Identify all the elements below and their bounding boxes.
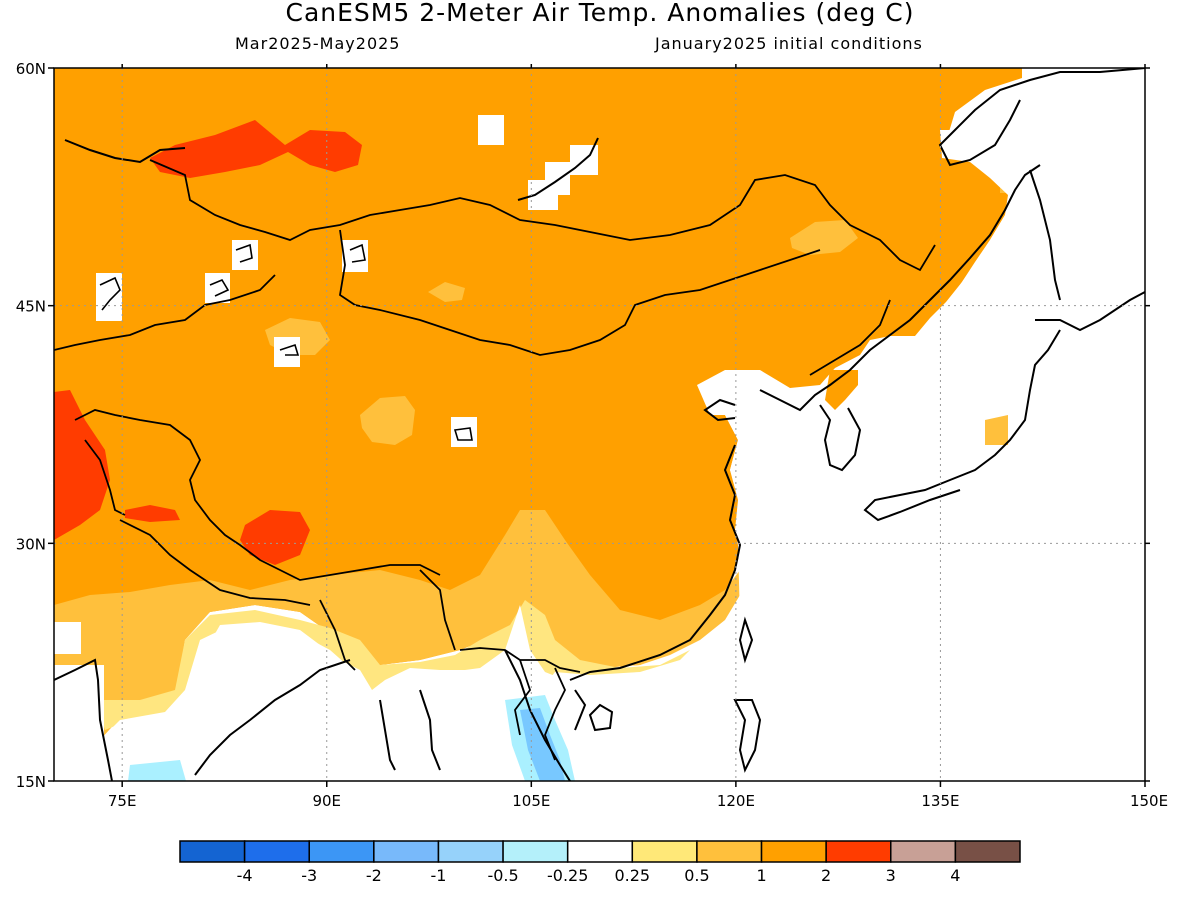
colorbar-label: -3 [301,866,317,885]
colorbar-swatch [243,840,310,863]
colorbar-swatch [373,840,440,863]
colorbar-label: 3 [886,866,896,885]
map-title: CanESM5 2-Meter Air Temp. Anomalies (deg… [285,0,915,27]
colorbar-label: -0.25 [547,866,588,885]
grid-lines [54,68,1145,781]
colorbar-swatch [890,840,957,863]
colorbar-swatch [954,840,1021,863]
anomaly-region-negative-0.5 [520,708,565,781]
colorbar-swatch [566,840,634,863]
colorbar-label: -2 [366,866,382,885]
lon-tick-label: 75E [108,792,137,810]
anomaly-region-0.5-1-mongolia [428,282,465,302]
blank-cell-issyk [274,337,300,367]
colorbar-label: 0.5 [684,866,709,885]
anomaly-region-0.5-1-qinghai [360,396,415,445]
anomaly-region-2-3-tibet [240,510,310,565]
colorbar-swatch [179,840,246,863]
blank-cell-altai [232,240,258,270]
anomaly-region-0.5-1-japan-2 [985,415,1008,445]
blank-cell-coast-northeast [697,68,1145,781]
colorbar-swatch [437,840,504,863]
colorbar-swatch [631,840,698,863]
map-frame [53,67,1146,782]
lat-tick-label: 15N [16,773,46,791]
anomaly-region-2-3-west-strip [125,505,180,522]
coastlines [54,68,1145,781]
colorbar-swatch [502,840,569,863]
colorbar-swatch [760,840,827,863]
initial-conditions: January2025 initial conditions [655,34,923,53]
lat-tick-label: 45N [16,298,46,316]
colorbar-swatch [696,840,763,863]
colorbar-swatch [825,840,892,863]
lakes [99,243,473,441]
anomaly-region-2-3-west [54,390,110,540]
lat-tick-label: 30N [16,535,46,553]
blank-cell-siberia-north [478,115,504,145]
colorbar: -4 -3 -2 -1 -0.5 -0.25 0.25 0.5 1 2 3 4 [179,840,1021,885]
lon-tick-label: 105E [512,792,550,810]
colorbar-label: -0.5 [487,866,518,885]
anomaly-region-2-3-siberia [150,120,362,178]
anomaly-region-0.5-1-manchuria [790,220,858,255]
lon-tick-label: 90E [312,792,341,810]
colorbar-label: 2 [821,866,831,885]
blank-cell-zaysan [205,273,230,303]
lat-tick-label: 60N [16,60,46,78]
colorbar-label: -4 [237,866,253,885]
anomaly-region-coast-korea [825,370,858,410]
latitude-axis: 15N 30N 45N 60N [16,60,1150,791]
colorbar-label: 1 [756,866,766,885]
blank-cell-west-edge [54,622,81,654]
anomaly-field [54,68,1145,781]
lon-tick-label: 120E [717,792,755,810]
colorbar-label: 4 [950,866,960,885]
colorbar-swatch [308,840,375,863]
longitude-axis: 75E 90E 105E 120E 135E 150E [108,64,1168,810]
colorbar-label: -1 [430,866,446,885]
forecast-period: Mar2025-May2025 [235,34,401,53]
anomaly-region-negative-0.25-west [128,760,186,781]
anomaly-region-0.5-1-south [54,510,740,760]
lon-tick-label: 135E [921,792,959,810]
anomaly-region-0.25-0.5-south [95,600,700,730]
colorbar-label: 0.25 [614,866,650,885]
blank-cell-south-edge [54,665,104,781]
country-borders [54,159,936,761]
lon-tick-label: 150E [1130,792,1168,810]
anomaly-region-near-zero-south [100,605,760,781]
